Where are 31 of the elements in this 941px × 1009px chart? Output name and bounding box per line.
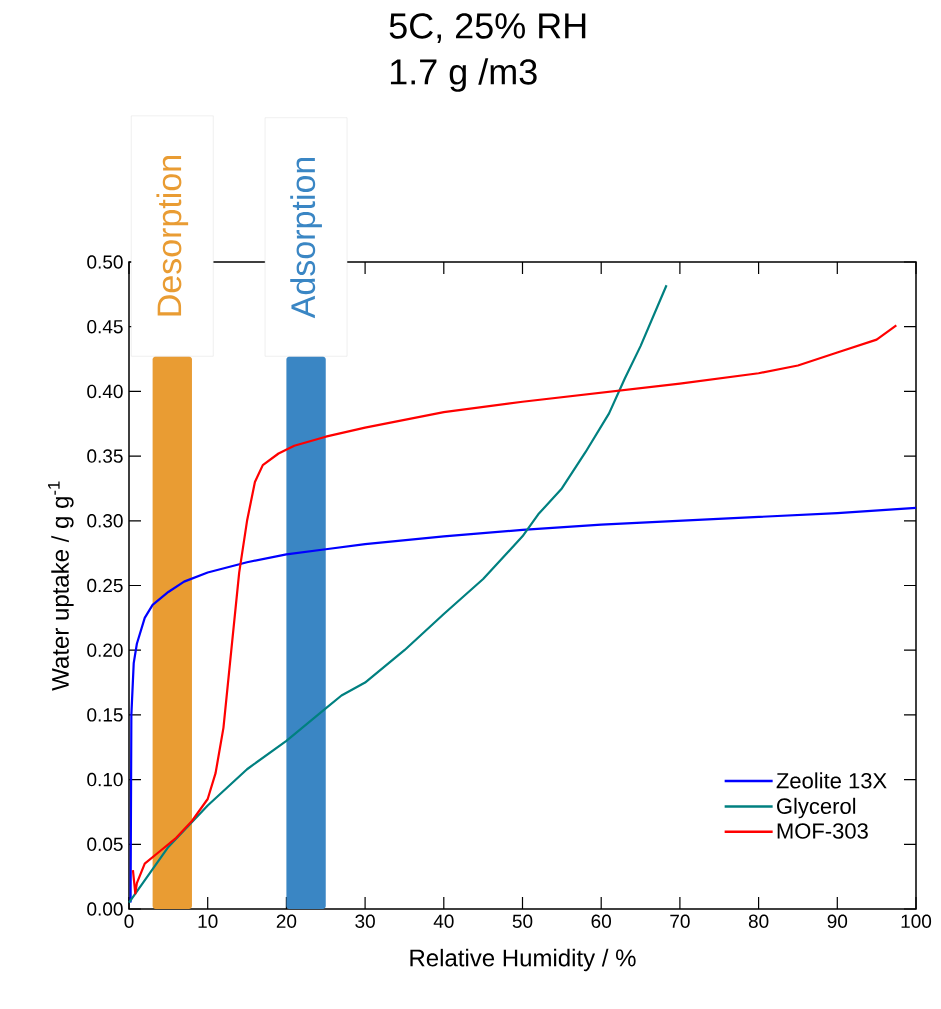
x-tick-label: 50 <box>512 914 533 928</box>
band-label: Adsorption <box>290 157 322 319</box>
y-tick-label: 0.20 <box>87 643 123 657</box>
legend-label: Zeolite 13X <box>776 772 887 789</box>
x-tick-label: 70 <box>670 914 690 928</box>
x-tick-label: 0 <box>124 914 134 928</box>
x-tick-label: 30 <box>355 914 375 928</box>
x-tick-label: 20 <box>276 914 297 928</box>
x-tick-label: 80 <box>748 914 769 928</box>
y-tick-label: 0.30 <box>87 514 123 528</box>
legend-label: Glycerol <box>777 797 856 819</box>
legend-label: MOF-303 <box>777 823 868 839</box>
chart-subtitle: 1.7 g /m3 <box>390 58 537 92</box>
x-tick-label: 90 <box>827 914 848 928</box>
y-tick-label: 0.05 <box>87 837 123 852</box>
y-tick-label: 0.10 <box>87 772 123 787</box>
y-tick-label: 0.35 <box>87 449 123 463</box>
x-tick-label: 100 <box>901 914 932 928</box>
y-axis-title: Water uptake / g g$^{-1}$ <box>48 481 74 691</box>
x-tick-label: 60 <box>591 914 612 928</box>
y-tick-label: 0.50 <box>87 255 123 269</box>
y-tick-label: 0.00 <box>87 902 123 916</box>
x-axis-title: Relative Humidity / % <box>410 948 636 972</box>
x-tick-label: 10 <box>198 914 218 928</box>
y-tick-label: 0.40 <box>87 384 123 399</box>
chart-title: 5C, 25% RH <box>389 13 586 43</box>
y-tick-label: 0.45 <box>87 319 123 334</box>
y-tick-label: 0.25 <box>87 578 123 593</box>
y-tick-label: 0.15 <box>87 708 123 722</box>
x-tick-label: 40 <box>433 914 454 928</box>
band-label: Desorption <box>156 156 189 316</box>
